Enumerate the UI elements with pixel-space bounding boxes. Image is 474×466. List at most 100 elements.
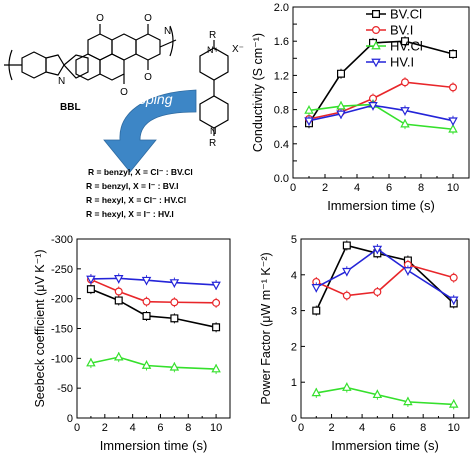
data-point xyxy=(311,284,322,293)
data-point xyxy=(113,275,124,284)
data-point xyxy=(304,117,314,127)
power-factor-series-hv-i xyxy=(311,244,459,306)
seebeck-x-tick-label: 2 xyxy=(102,422,108,434)
data-point xyxy=(448,123,458,133)
data-point xyxy=(403,267,413,276)
data-point xyxy=(113,351,124,361)
n-doping-label: n-doping xyxy=(118,91,173,107)
data-point xyxy=(372,389,383,399)
oxygen-label-1: O xyxy=(96,13,104,24)
data-point xyxy=(212,323,221,332)
data-point xyxy=(312,306,321,315)
data-point xyxy=(141,276,152,286)
viologen-r-bottom: R xyxy=(209,138,216,149)
data-point xyxy=(304,105,314,114)
data-point xyxy=(114,296,123,305)
viologen-r-top: R xyxy=(209,30,216,41)
legend-entry-hv-cl: HV.Cl xyxy=(366,39,423,54)
data-point xyxy=(170,314,179,323)
seebeck-x-tick-label: 8 xyxy=(185,422,191,434)
data-point xyxy=(401,37,409,46)
oxygen-label-2: O xyxy=(120,87,128,98)
legend-label: BV.Cl xyxy=(390,7,422,22)
bbl-structure xyxy=(4,24,177,84)
series-line xyxy=(316,386,454,406)
conductivity-x-tick-label: 6 xyxy=(386,182,392,194)
series-line xyxy=(315,263,454,297)
data-point xyxy=(449,83,458,92)
power-factor-series-hv-cl xyxy=(311,382,459,410)
data-point xyxy=(403,396,413,406)
conductivity-y-axis-label: Conductivity (S cm⁻¹) xyxy=(251,33,265,152)
data-point xyxy=(86,357,96,367)
data-point xyxy=(86,275,96,285)
legend-label: BV.I xyxy=(390,23,413,38)
data-point xyxy=(449,273,458,282)
data-point xyxy=(211,281,221,291)
series-line xyxy=(90,278,217,304)
series-line xyxy=(308,81,454,120)
data-point xyxy=(342,291,351,300)
power-factor-x-axis-label: Immersion time (s) xyxy=(331,438,439,453)
conductivity-x-tick-label: 4 xyxy=(354,182,360,194)
data-point xyxy=(401,78,410,87)
scheme-line-2: R = benzyl, X = I⁻ : BV.I xyxy=(86,181,179,191)
seebeck-y-tick-label: -50 xyxy=(57,383,73,395)
seebeck-y-tick-label: -150 xyxy=(51,324,73,336)
seebeck-y-tick-label: -250 xyxy=(51,264,73,276)
seebeck-x-tick-label: 10 xyxy=(210,422,222,434)
power-factor-x-tick-label: 4 xyxy=(359,422,365,434)
data-point xyxy=(400,118,410,128)
n-doping-arrow xyxy=(103,89,197,173)
scheme-line-3: R = hexyl, X = Cl⁻ : HV.Cl xyxy=(86,195,186,205)
seebeck-x-tick-label: 4 xyxy=(130,422,136,434)
conductivity-y-tick-label: 2.0 xyxy=(274,2,289,14)
data-point xyxy=(400,107,410,116)
legend-label: HV.Cl xyxy=(390,39,423,54)
legend-label: HV.I xyxy=(390,55,414,70)
conductivity-y-tick-label: 0.0 xyxy=(274,173,289,185)
series-line xyxy=(308,40,454,124)
conductivity-chart: 0 2 4 6 8 10 0.0 0.4 0.8 1.2 1.6 2.0 Immersion time … xyxy=(251,2,470,213)
data-point xyxy=(373,287,382,296)
counter-ion-label: X⁻ xyxy=(232,44,244,55)
oxygen-label-4: O xyxy=(144,72,152,83)
bbl-label: BBL xyxy=(60,102,81,113)
seebeck-y-tick-label: -300 xyxy=(51,234,73,246)
seebeck-x-tick-label: 0 xyxy=(74,422,80,434)
conductivity-y-tick-label: 1.6 xyxy=(274,36,289,48)
power-factor-x-tick-label: 0 xyxy=(298,422,304,434)
viologen-n-bottom: N xyxy=(210,126,217,136)
data-point xyxy=(114,287,123,296)
series-line xyxy=(90,288,217,329)
data-point xyxy=(311,387,322,397)
data-point xyxy=(86,285,95,294)
power-factor-series-bv-i xyxy=(312,259,458,301)
legend-entry-hv-i: HV.I xyxy=(366,55,414,70)
power-factor-y-tick-label: 4 xyxy=(291,270,297,282)
data-point xyxy=(372,245,383,255)
conductivity-x-tick-label: 8 xyxy=(418,182,424,194)
power-factor-plot-frame xyxy=(300,238,470,419)
data-point xyxy=(212,298,221,307)
power-factor-x-tick-label: 2 xyxy=(328,422,334,434)
conductivity-plot-frame xyxy=(292,6,470,179)
data-point xyxy=(169,361,180,371)
data-point xyxy=(342,241,351,250)
seebeck-y-tick-label: -200 xyxy=(51,294,73,306)
seebeck-plot-frame xyxy=(76,238,231,419)
legend-marker xyxy=(372,26,381,35)
legend-marker xyxy=(371,40,381,50)
power-factor-y-tick-label: 1 xyxy=(291,377,297,389)
power-factor-x-tick-label: 10 xyxy=(448,422,460,434)
series-line xyxy=(90,356,217,370)
data-point xyxy=(337,69,345,78)
viologen-n-plus: N+ xyxy=(207,45,219,55)
seebeck-series-bv-cl xyxy=(86,284,221,333)
seebeck-series-hv-i xyxy=(86,273,221,291)
data-point xyxy=(170,298,179,307)
chemical-scheme: O O O O N N BBL R N+ X⁻ N R n-doping R =… xyxy=(4,13,244,219)
seebeck-x-tick-label: 6 xyxy=(157,422,163,434)
conductivity-x-axis-label: Immersion time (s) xyxy=(327,198,435,213)
conductivity-x-tick-label: 10 xyxy=(447,182,459,194)
